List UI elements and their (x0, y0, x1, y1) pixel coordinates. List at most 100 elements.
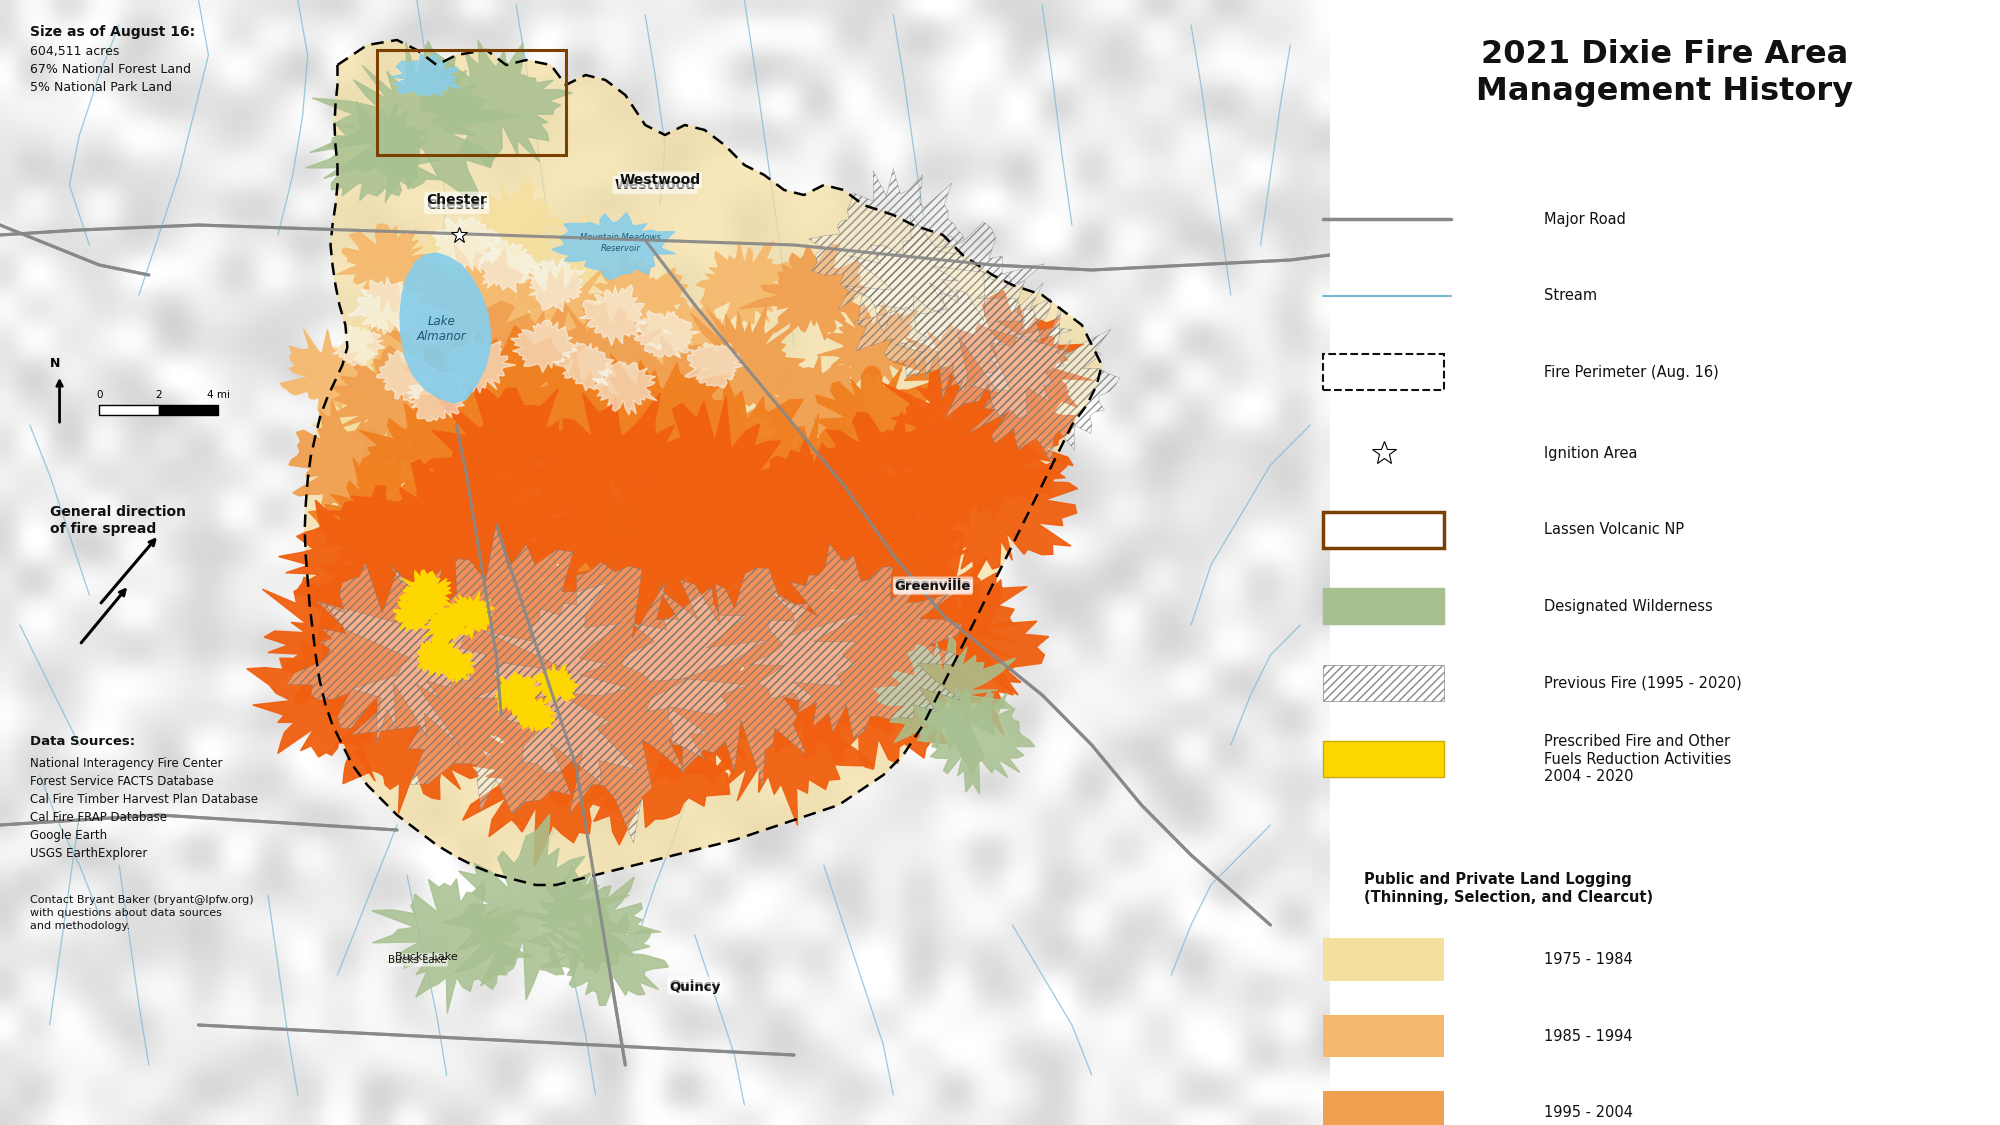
Polygon shape (442, 455, 556, 558)
Polygon shape (814, 468, 974, 660)
Polygon shape (332, 325, 386, 366)
Text: 0: 0 (96, 390, 102, 400)
Polygon shape (660, 631, 874, 826)
Polygon shape (376, 351, 436, 402)
Polygon shape (400, 570, 454, 618)
Polygon shape (546, 213, 638, 295)
Polygon shape (490, 619, 672, 807)
Text: Ignition Area: Ignition Area (1544, 446, 1638, 461)
Polygon shape (482, 570, 636, 718)
Polygon shape (502, 266, 612, 390)
Bar (158, 405, 218, 415)
Text: Contact Bryant Baker (bryant@lpfw.org)
with questions about data sources
and met: Contact Bryant Baker (bryant@lpfw.org) w… (30, 896, 254, 931)
Polygon shape (278, 486, 464, 645)
Polygon shape (674, 305, 806, 422)
Polygon shape (280, 330, 378, 418)
Text: General direction
of fire spread: General direction of fire spread (50, 505, 186, 537)
Polygon shape (554, 342, 614, 390)
Polygon shape (488, 351, 650, 522)
Text: 2: 2 (156, 390, 162, 400)
Polygon shape (286, 562, 488, 747)
Text: Westwood: Westwood (620, 173, 700, 187)
Polygon shape (822, 483, 968, 608)
Polygon shape (838, 540, 1028, 709)
FancyBboxPatch shape (1324, 741, 1444, 777)
FancyBboxPatch shape (1324, 665, 1444, 701)
Polygon shape (336, 224, 444, 313)
Polygon shape (870, 574, 1048, 736)
FancyBboxPatch shape (1324, 588, 1444, 624)
Text: N: N (50, 357, 60, 370)
Polygon shape (614, 396, 814, 583)
Polygon shape (448, 592, 494, 639)
Polygon shape (310, 40, 522, 202)
Polygon shape (400, 253, 492, 403)
Polygon shape (390, 590, 570, 762)
Polygon shape (406, 367, 468, 421)
Polygon shape (320, 446, 546, 623)
Polygon shape (328, 345, 464, 460)
Polygon shape (882, 341, 1048, 496)
Polygon shape (378, 279, 548, 431)
Polygon shape (246, 626, 424, 781)
Polygon shape (882, 410, 1016, 537)
Polygon shape (432, 217, 500, 274)
Text: Previous Fire (1995 - 2020): Previous Fire (1995 - 2020) (1544, 675, 1742, 691)
Polygon shape (540, 900, 668, 1006)
FancyBboxPatch shape (1324, 512, 1444, 548)
Text: Greenville: Greenville (894, 580, 972, 594)
Polygon shape (316, 523, 638, 814)
Polygon shape (640, 297, 742, 393)
Text: Designated Wilderness: Designated Wilderness (1544, 598, 1714, 614)
Text: Westwood: Westwood (614, 178, 696, 192)
Text: Greenville: Greenville (894, 578, 972, 592)
Polygon shape (522, 358, 678, 500)
FancyBboxPatch shape (1324, 354, 1444, 390)
Polygon shape (580, 285, 646, 345)
Text: Quincy: Quincy (670, 981, 720, 993)
Polygon shape (530, 259, 586, 312)
Polygon shape (740, 244, 868, 340)
Polygon shape (478, 236, 542, 292)
Polygon shape (514, 698, 556, 731)
Polygon shape (348, 277, 422, 334)
Text: 2021 Dixie Fire Area
Management History: 2021 Dixie Fire Area Management History (1476, 39, 1854, 107)
Polygon shape (534, 664, 578, 703)
Polygon shape (510, 393, 712, 574)
Text: Fire Perimeter (Aug. 16): Fire Perimeter (Aug. 16) (1544, 364, 1720, 380)
Text: Public and Private Land Logging
(Thinning, Selection, and Clearcut): Public and Private Land Logging (Thinnin… (1364, 872, 1652, 906)
Polygon shape (444, 334, 516, 396)
Polygon shape (418, 634, 462, 676)
Text: Quincy: Quincy (670, 979, 720, 991)
Polygon shape (304, 40, 1102, 885)
Text: Bucks Lake: Bucks Lake (388, 955, 446, 965)
Text: National Interagency Fire Center
Forest Service FACTS Database
Cal Fire Timber H: National Interagency Fire Center Forest … (30, 757, 258, 860)
Polygon shape (874, 636, 1016, 776)
Polygon shape (462, 693, 638, 866)
FancyBboxPatch shape (1324, 1015, 1444, 1058)
Polygon shape (420, 40, 572, 166)
Polygon shape (288, 399, 402, 512)
Polygon shape (684, 343, 744, 388)
Polygon shape (808, 169, 984, 332)
Polygon shape (322, 611, 462, 738)
Polygon shape (814, 367, 944, 496)
Polygon shape (916, 688, 1034, 793)
Polygon shape (358, 397, 506, 540)
Polygon shape (712, 435, 926, 611)
Polygon shape (620, 568, 870, 785)
Polygon shape (326, 304, 422, 386)
Polygon shape (904, 425, 1078, 578)
Polygon shape (546, 478, 760, 712)
Polygon shape (422, 605, 468, 643)
Polygon shape (306, 101, 444, 200)
Polygon shape (460, 178, 572, 262)
Polygon shape (720, 544, 858, 682)
Polygon shape (440, 649, 476, 683)
Polygon shape (968, 306, 1120, 463)
Polygon shape (768, 614, 948, 770)
Polygon shape (418, 375, 620, 590)
Text: 604,511 acres
67% National Forest Land
5% National Park Land: 604,511 acres 67% National Forest Land 5… (30, 45, 190, 94)
Text: 1985 - 1994: 1985 - 1994 (1544, 1028, 1634, 1044)
Polygon shape (380, 552, 520, 685)
